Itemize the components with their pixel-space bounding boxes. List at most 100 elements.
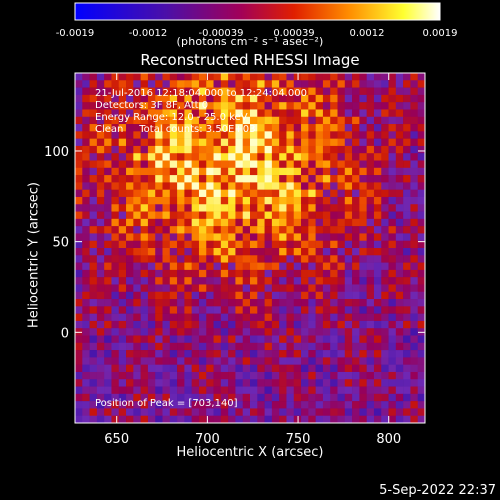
heatmap-cell [177,87,185,96]
heatmap-cell [257,328,265,336]
heatmap-cell [213,364,222,373]
heatmap-cell [344,226,353,234]
heatmap-cell [352,262,360,271]
heatmap-cell [75,80,83,88]
heatmap-cell [366,145,375,154]
heatmap-cell [198,189,207,198]
heatmap-cell [403,218,411,227]
heatmap-cell [242,131,251,139]
heatmap-cell [191,182,200,190]
heatmap-cell [352,138,360,147]
heatmap-cell [381,357,389,365]
heatmap-cell [169,240,178,249]
heatmap-cell [177,153,185,161]
heatmap-cell [279,94,287,103]
heatmap-cell [89,357,98,365]
heatmap-cell [388,73,397,81]
heatmap-cell [301,386,309,395]
heatmap-cell [330,196,338,205]
colorbar-tick-label: -0.0019 [56,28,95,39]
heatmap-cell [381,73,389,81]
heatmap-cell [198,196,207,205]
heatmap-cell [410,131,419,139]
heatmap-cell [403,371,411,380]
heatmap-cell [293,94,302,103]
heatmap-cell [301,189,309,198]
heatmap-cell [155,138,163,147]
heatmap-cell [235,175,244,183]
timestamp: 5-Sep-2022 22:37 [379,483,496,498]
heatmap-cell [155,131,163,139]
heatmap-cell [228,80,236,88]
heatmap-cell [308,269,316,278]
heatmap-cell [206,379,214,387]
heatmap-cell [111,94,120,103]
colorbar-tick-label: 0.00039 [273,28,314,39]
heatmap-cell [315,204,324,212]
heatmap-cell [242,124,251,132]
heatmap-cell [271,131,280,139]
heatmap-cell [198,306,207,314]
heatmap-cell [228,284,236,293]
heatmap-cell [381,328,389,336]
heatmap-cell [118,87,127,96]
heatmap-cell [381,233,389,242]
heatmap-cell [213,116,222,125]
heatmap-cell [169,182,178,190]
heatmap-cell [381,87,389,96]
heatmap-cell [264,138,273,147]
heatmap-cell [213,379,222,387]
heatmap-cell [344,182,353,190]
heatmap-cell [308,145,316,154]
heatmap-cell [395,371,404,380]
heatmap-cell [220,284,229,293]
heatmap-cell [126,320,134,329]
heatmap-cell [410,204,419,212]
heatmap-cell [198,328,207,336]
heatmap-cell [257,371,265,380]
heatmap-cell [235,240,244,249]
heatmap-cell [344,291,353,300]
heatmap-cell [140,175,149,183]
heatmap-cell [213,87,222,96]
heatmap-cell [337,153,346,161]
heatmap-cell [395,320,404,329]
heatmap-cell [177,401,185,409]
heatmap-cell [213,80,222,88]
heatmap-cell [104,248,112,256]
heatmap-cell [279,109,287,118]
heatmap-cell [366,196,375,205]
heatmap-cell [250,218,258,227]
heatmap-cell [96,131,105,139]
heatmap-cell [417,80,426,88]
heatmap-cell [169,342,178,351]
heatmap-cell [271,401,280,409]
heatmap-cell [213,211,222,220]
heatmap-cell [228,131,236,139]
heatmap-cell [373,102,382,110]
heatmap-cell [315,248,324,256]
heatmap-cell [322,291,331,300]
heatmap [75,73,426,424]
heatmap-cell [242,342,251,351]
heatmap-cell [330,160,338,169]
heatmap-cell [96,218,105,227]
heatmap-cell [293,379,302,387]
heatmap-cell [308,182,316,190]
heatmap-cell [344,313,353,322]
heatmap-cell [82,371,90,380]
heatmap-cell [111,145,120,154]
heatmap-cell [308,401,316,409]
heatmap-cell [220,218,229,227]
heatmap-cell [373,175,382,183]
heatmap-cell [184,342,192,351]
heatmap-cell [410,80,419,88]
heatmap-cell [126,328,134,336]
heatmap-cell [352,328,360,336]
heatmap-cell [133,313,141,322]
heatmap-cell [264,145,273,154]
heatmap-cell [271,73,280,81]
heatmap-cell [381,109,389,118]
heatmap-cell [250,342,258,351]
heatmap-cell [191,401,200,409]
